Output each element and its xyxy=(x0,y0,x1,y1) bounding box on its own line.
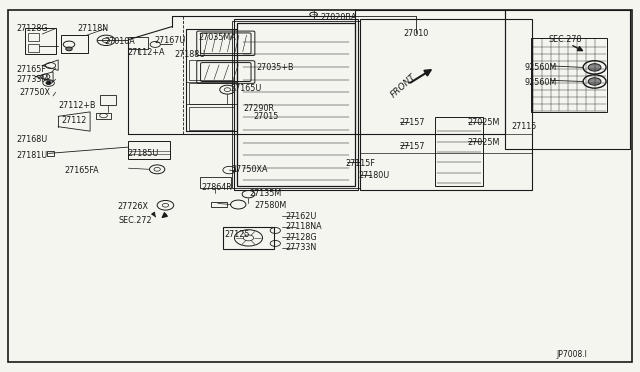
Text: 27580M: 27580M xyxy=(255,201,287,210)
Text: 27185U: 27185U xyxy=(127,149,159,158)
Text: 27135M: 27135M xyxy=(250,189,282,198)
Text: 27157: 27157 xyxy=(400,118,426,127)
Text: 27115: 27115 xyxy=(511,122,537,131)
Text: 27125: 27125 xyxy=(224,230,250,240)
Text: 27112+B: 27112+B xyxy=(58,101,95,110)
Bar xyxy=(28,33,39,41)
Text: 27165U: 27165U xyxy=(230,84,262,93)
Text: 27118N: 27118N xyxy=(77,24,108,33)
Text: 27165F: 27165F xyxy=(17,65,47,74)
Circle shape xyxy=(46,81,51,84)
Text: 27112: 27112 xyxy=(61,116,87,125)
Bar xyxy=(97,113,111,119)
Circle shape xyxy=(588,64,601,71)
Bar xyxy=(505,10,630,149)
Bar xyxy=(232,21,360,188)
Text: 27118NA: 27118NA xyxy=(285,222,321,231)
Text: 27157: 27157 xyxy=(400,142,426,151)
Bar xyxy=(223,227,274,249)
Bar xyxy=(237,23,355,186)
Circle shape xyxy=(66,47,72,51)
Bar xyxy=(189,108,234,130)
Text: 27128G: 27128G xyxy=(17,24,48,33)
Text: 27035MA: 27035MA xyxy=(198,33,236,42)
Text: 27020BA: 27020BA xyxy=(320,13,356,22)
Text: SEC.272: SEC.272 xyxy=(119,216,152,225)
Text: SEC.278: SEC.278 xyxy=(548,35,582,44)
Bar xyxy=(25,29,56,54)
Bar xyxy=(435,118,483,186)
Bar xyxy=(211,202,227,208)
Text: 27165FA: 27165FA xyxy=(65,166,99,175)
Text: 27112+A: 27112+A xyxy=(127,48,164,57)
Text: 27188U: 27188U xyxy=(174,50,205,59)
Bar xyxy=(61,35,88,52)
Bar xyxy=(234,19,358,190)
Text: 27010: 27010 xyxy=(403,29,428,38)
Text: 27128G: 27128G xyxy=(285,232,317,242)
Text: 27162U: 27162U xyxy=(285,212,316,221)
Bar xyxy=(47,151,54,155)
Bar xyxy=(189,83,234,104)
Text: 27733N: 27733N xyxy=(285,243,316,252)
Bar xyxy=(28,44,39,52)
Bar xyxy=(186,29,237,131)
Circle shape xyxy=(588,78,601,85)
Text: 27167U: 27167U xyxy=(154,36,186,45)
Text: 92560M: 92560M xyxy=(524,63,557,72)
Text: 92560M: 92560M xyxy=(524,78,557,87)
Bar xyxy=(129,37,148,49)
Text: 27733M: 27733M xyxy=(17,75,49,84)
Bar xyxy=(129,141,170,159)
Text: 27750XA: 27750XA xyxy=(232,165,268,174)
Text: JP7008.I: JP7008.I xyxy=(556,350,587,359)
Text: 27010A: 27010A xyxy=(105,37,136,46)
Text: 27025M: 27025M xyxy=(467,118,499,127)
Text: 27025M: 27025M xyxy=(467,138,499,147)
Text: 27180U: 27180U xyxy=(358,171,390,180)
Bar xyxy=(200,177,230,188)
Text: 27726X: 27726X xyxy=(117,202,148,211)
Text: 27181U: 27181U xyxy=(17,151,48,160)
Text: 27015: 27015 xyxy=(253,112,278,121)
Bar xyxy=(355,10,505,134)
Text: FRONT: FRONT xyxy=(389,72,418,100)
Text: 27115F: 27115F xyxy=(346,158,376,167)
Bar xyxy=(189,60,234,80)
Text: 27750X: 27750X xyxy=(20,88,51,97)
Text: 27168U: 27168U xyxy=(17,135,48,144)
Text: 27290R: 27290R xyxy=(243,104,275,113)
Bar xyxy=(100,95,116,105)
Text: 27035+B: 27035+B xyxy=(256,63,294,72)
Text: 27864R: 27864R xyxy=(202,183,232,192)
Bar xyxy=(360,19,532,190)
Bar xyxy=(531,38,607,112)
